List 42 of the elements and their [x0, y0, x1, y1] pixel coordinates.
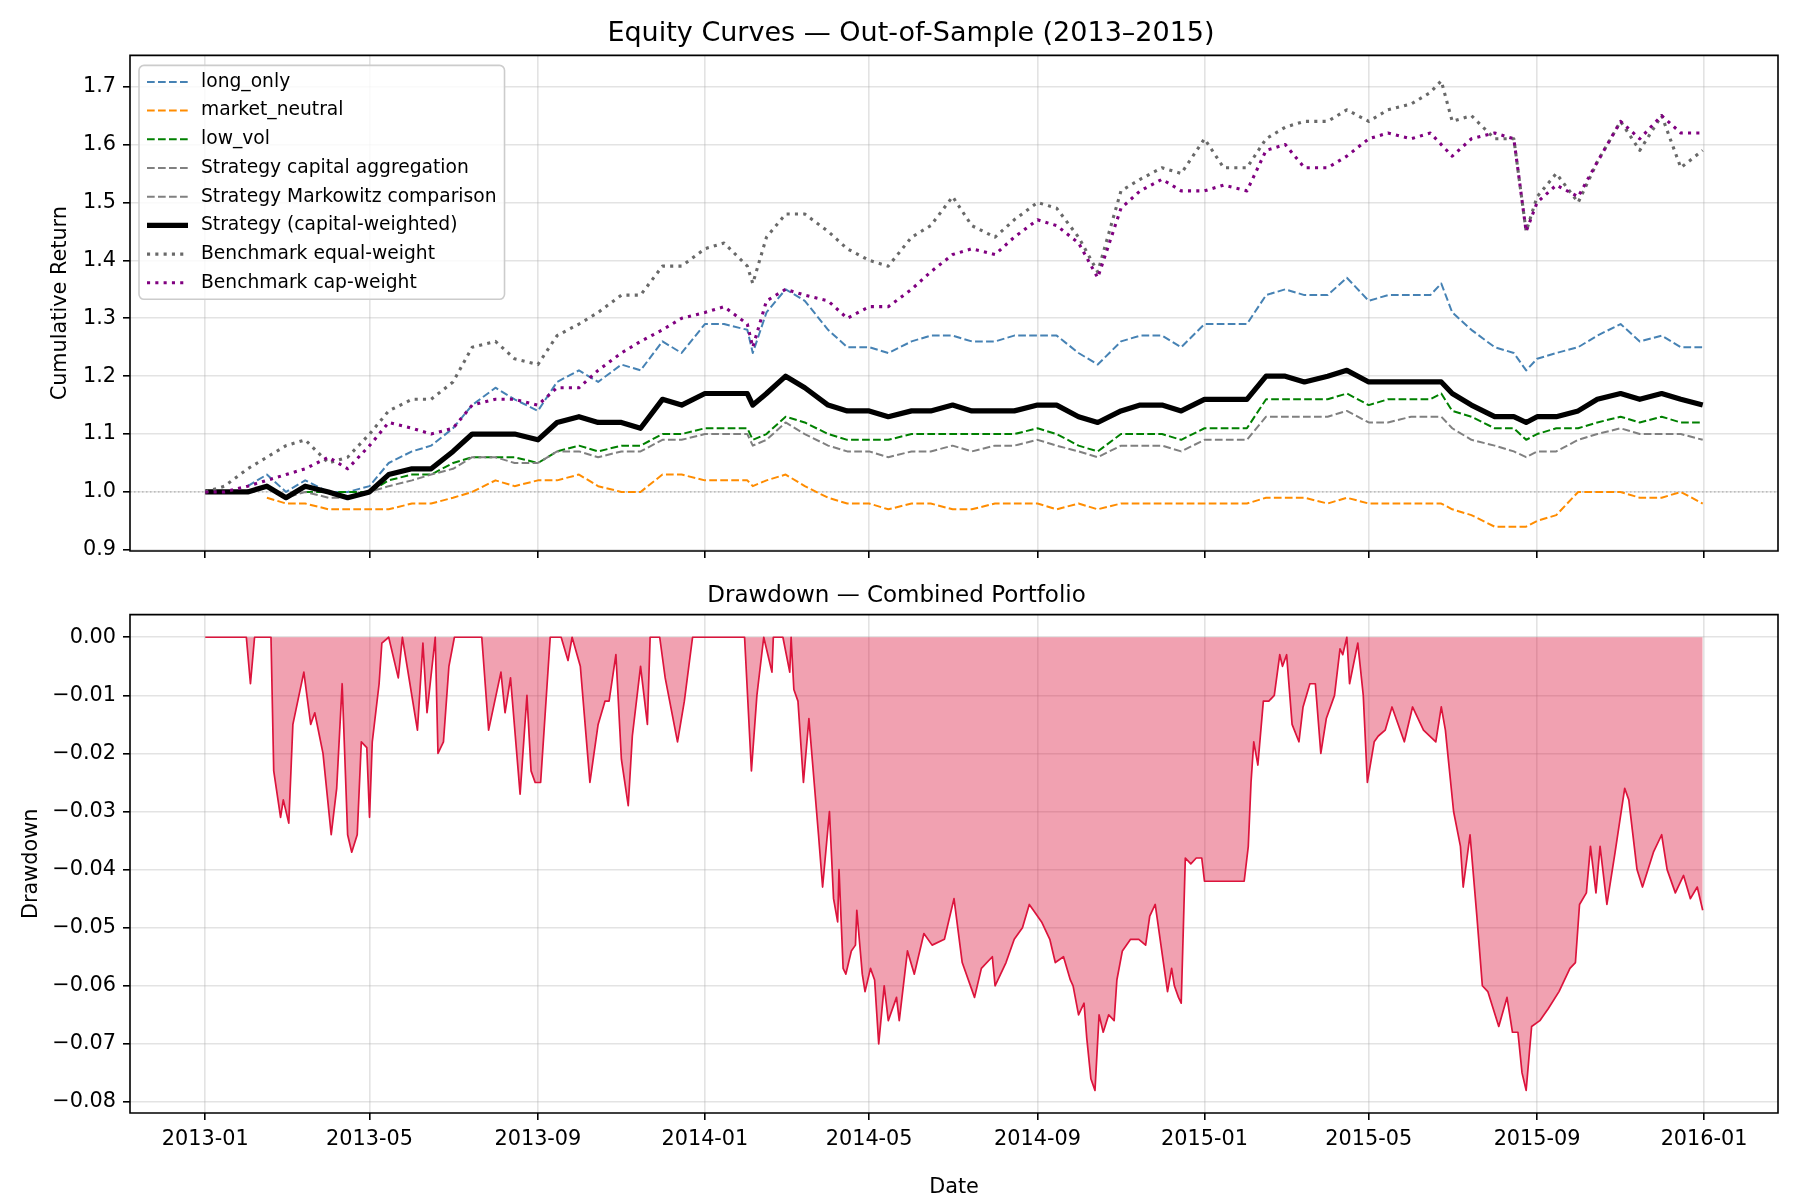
x-tick-label: 2015-05	[1325, 1125, 1413, 1150]
y-tick-label: −0.01	[52, 681, 116, 706]
x-tick-label: 2015-01	[1161, 1125, 1248, 1150]
y-tick-label: 0.9	[82, 536, 116, 561]
y-axis-title: Drawdown	[17, 808, 42, 920]
y-tick-label: −0.03	[52, 797, 116, 822]
x-tick-label: 2014-01	[661, 1125, 749, 1150]
y-tick-label: 1.7	[82, 73, 116, 98]
legend-label: market_neutral	[201, 98, 344, 121]
x-tick-label: 2016-01	[1660, 1125, 1748, 1150]
x-tick-label: 2014-05	[825, 1125, 913, 1150]
y-tick-label: −0.04	[52, 856, 116, 881]
y-tick-label: 1.5	[82, 188, 116, 213]
y-tick-label: −0.05	[52, 914, 116, 939]
x-tick-label: 2014-09	[994, 1125, 1081, 1150]
x-tick-label: 2013-09	[494, 1125, 582, 1150]
line-series	[265, 473, 1704, 528]
legend-label: Benchmark cap-weight	[201, 270, 417, 292]
y-tick-label: −0.02	[52, 739, 116, 764]
y-tick-label: 1.1	[82, 420, 116, 445]
x-axis-title: Date	[929, 1173, 979, 1198]
x-tick-label: 2015-09	[1493, 1125, 1581, 1150]
y-tick-label: 0.00	[69, 623, 116, 648]
legend-label: Benchmark equal-weight	[201, 241, 435, 263]
y-tick-label: 1.3	[82, 304, 116, 329]
x-tick-label: 2013-01	[161, 1125, 249, 1150]
y-tick-label: −0.08	[52, 1088, 116, 1113]
legend-label: Strategy Markowitz comparison	[201, 184, 497, 206]
y-tick-label: −0.06	[52, 972, 116, 997]
y-tick-label: 1.2	[82, 362, 116, 387]
chart-title: Equity Curves — Out-of-Sample (2013–2015)	[607, 16, 1215, 48]
legend-label: low_vol	[201, 127, 270, 150]
y-tick-label: 1.4	[82, 246, 116, 271]
y-tick-label: 1.0	[82, 478, 116, 503]
legend-label: Strategy (capital-weighted)	[201, 213, 458, 235]
legend-label: long_only	[201, 69, 291, 92]
y-axis-title: Cumulative Return	[46, 206, 71, 401]
legend-label: Strategy capital aggregation	[201, 155, 469, 177]
x-tick-label: 2013-05	[326, 1125, 413, 1150]
y-tick-label: 1.6	[82, 130, 116, 155]
y-tick-label: −0.07	[52, 1030, 116, 1055]
chart-title: Drawdown — Combined Portfolio	[707, 580, 1086, 607]
